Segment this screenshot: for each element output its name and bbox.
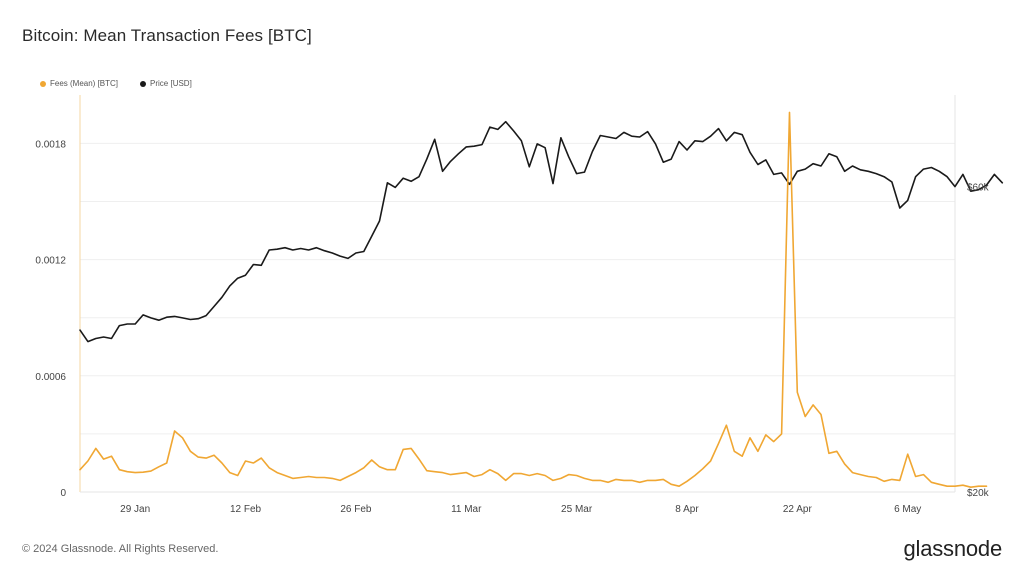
series-line-fees[interactable] — [79, 111, 988, 489]
legend-item-price[interactable]: Price [USD] — [140, 79, 192, 88]
x-tick-label: 22 Apr — [783, 504, 813, 515]
series-line-price[interactable] — [79, 120, 1004, 343]
copyright-footer: © 2024 Glassnode. All Rights Reserved. — [22, 543, 219, 555]
legend-label-fees: Fees (Mean) [BTC] — [50, 79, 119, 88]
legend-item-fees[interactable]: Fees (Mean) [BTC] — [40, 79, 118, 88]
legend-dot-fees — [40, 80, 46, 87]
grid-layer — [80, 142, 955, 435]
series-layer — [79, 111, 1004, 489]
y-left-tick-label: 0 — [60, 488, 66, 499]
label-layer: 0 0.0006 0.0012 0.0018 $20k $60k 29 Jan 12 Feb 2… — [35, 139, 989, 515]
x-tick-label: 6 May — [894, 504, 921, 515]
y-left-tick-label: 0.0012 — [35, 256, 66, 267]
x-tick-label: 8 Apr — [675, 504, 699, 515]
legend-dot-price — [140, 80, 147, 87]
y-left-tick-label: 0.0018 — [35, 139, 66, 150]
legend: Fees (Mean) [BTC] Price [USD] — [40, 79, 192, 88]
y-right-tick-label: $20k — [967, 488, 990, 499]
axis-layer — [79, 95, 956, 493]
y-left-tick-label: 0.0006 — [35, 372, 66, 383]
x-tick-label: 25 Mar — [561, 504, 593, 515]
y-right-tick-label: $60k — [967, 183, 990, 194]
x-tick-label: 12 Feb — [230, 504, 262, 515]
x-tick-label: 11 Mar — [451, 504, 482, 515]
x-tick-label: 26 Feb — [340, 504, 372, 515]
x-tick-label: 29 Jan — [120, 504, 150, 515]
chart-title: Bitcoin: Mean Transaction Fees [BTC] — [22, 26, 312, 45]
brand-logo: glassnode — [903, 536, 1003, 561]
legend-label-price: Price [USD] — [150, 79, 192, 88]
